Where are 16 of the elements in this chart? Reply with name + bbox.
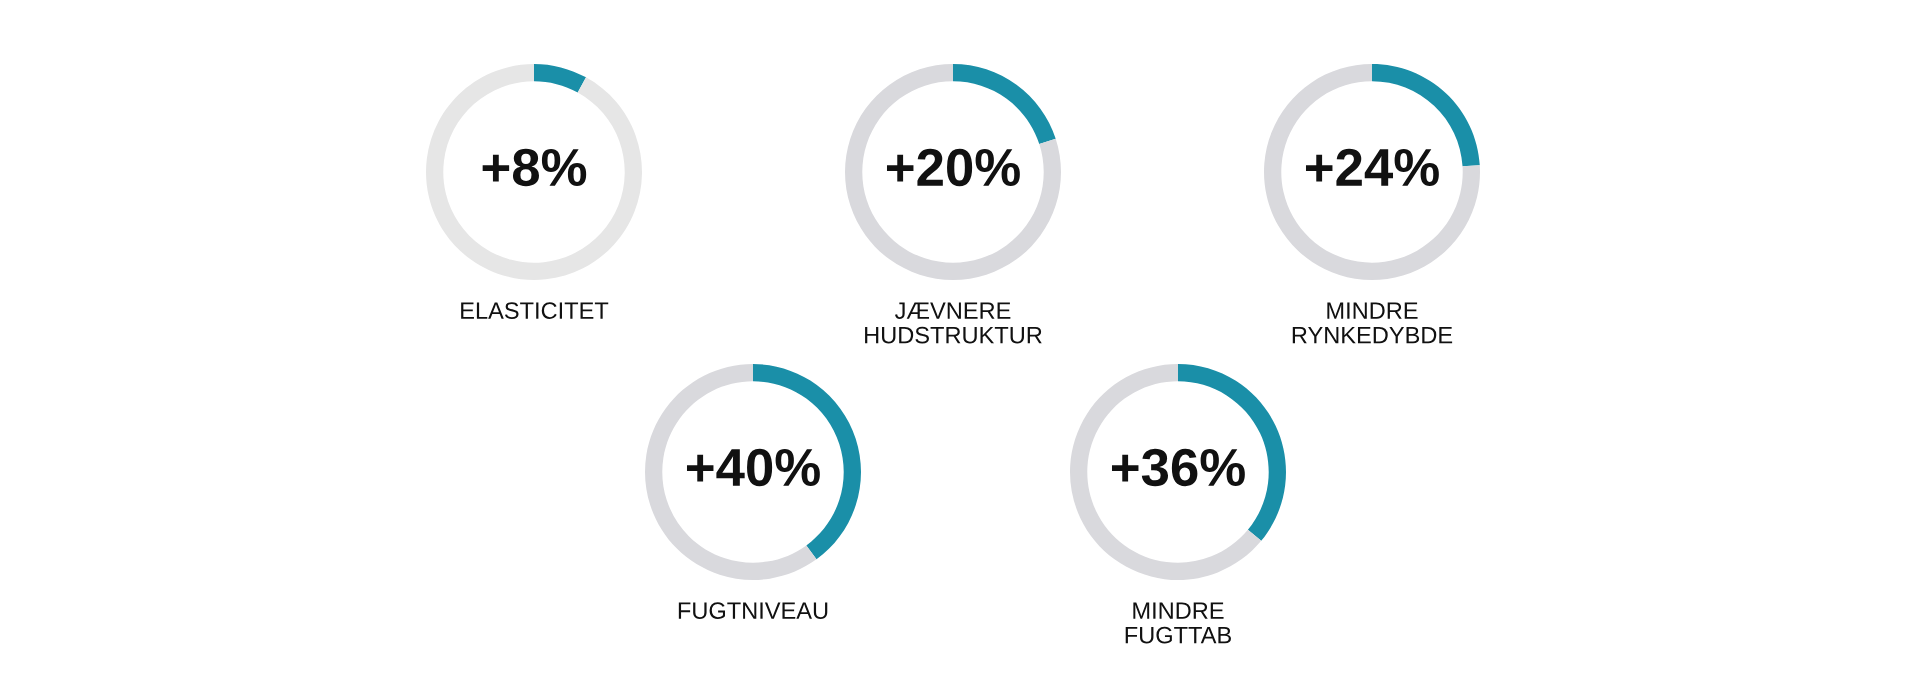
text: +24% <box>1305 148 1439 187</box>
text: JÆVNERE HUDSTRUKTUR <box>865 302 1042 344</box>
text: +40% <box>686 448 820 487</box>
donut-slice <box>1264 64 1480 280</box>
text: ELASTICITET <box>461 302 609 319</box>
text: MINDRE FUGTTAB <box>1125 602 1231 644</box>
donut-slice <box>534 64 587 93</box>
donut-slice <box>845 64 1061 280</box>
donut-slice <box>953 64 1056 144</box>
text: +20% <box>886 148 1020 187</box>
text: FUGTNIVEAU <box>678 602 828 619</box>
donut-slice <box>1070 364 1262 580</box>
text: +8% <box>482 148 587 187</box>
text: MINDRE RYNKEDYBDE <box>1292 302 1453 344</box>
text: +36% <box>1111 448 1245 487</box>
donut-slice <box>426 64 642 280</box>
